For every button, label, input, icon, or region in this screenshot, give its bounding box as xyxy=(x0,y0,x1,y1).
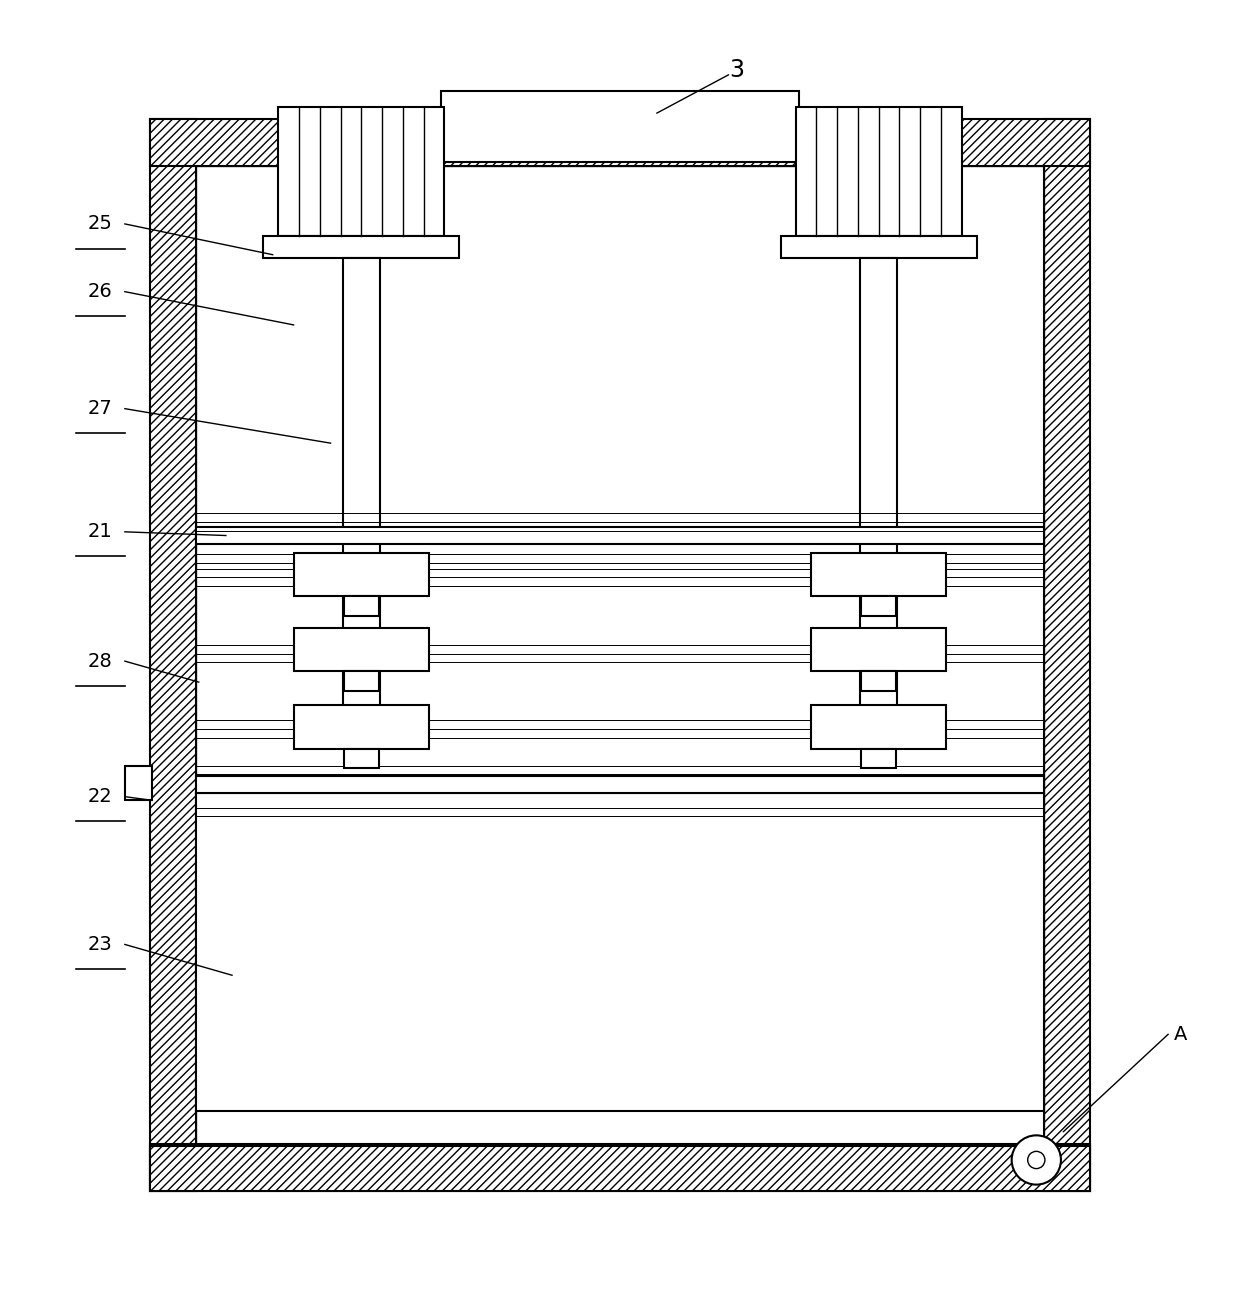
Bar xyxy=(294,706,429,748)
Text: 25: 25 xyxy=(88,215,113,233)
Bar xyxy=(861,258,897,710)
Bar xyxy=(196,793,1044,1111)
Text: 3: 3 xyxy=(729,58,744,83)
Bar xyxy=(811,706,946,748)
Bar xyxy=(862,671,895,690)
Bar xyxy=(150,1146,1090,1191)
Bar xyxy=(796,107,962,236)
Text: A: A xyxy=(1174,1024,1187,1044)
Bar xyxy=(278,107,444,236)
Bar xyxy=(125,766,153,800)
Bar xyxy=(1044,119,1090,1191)
Bar xyxy=(781,236,977,258)
Bar xyxy=(811,627,946,671)
Text: 27: 27 xyxy=(88,400,113,418)
Bar xyxy=(294,553,429,596)
Bar xyxy=(345,671,378,690)
Bar xyxy=(862,748,895,768)
Bar xyxy=(343,258,379,710)
Text: 22: 22 xyxy=(88,787,113,806)
Bar xyxy=(811,553,946,596)
Bar xyxy=(150,1144,1090,1191)
Bar xyxy=(345,596,378,616)
Bar xyxy=(345,748,378,768)
Bar xyxy=(263,236,459,258)
Text: 28: 28 xyxy=(88,651,113,671)
Text: 23: 23 xyxy=(88,935,113,954)
Circle shape xyxy=(1028,1151,1045,1169)
Bar xyxy=(150,119,1090,166)
Bar xyxy=(196,527,1044,544)
Bar xyxy=(196,776,1044,793)
Text: 26: 26 xyxy=(88,282,113,301)
Bar xyxy=(294,627,429,671)
Bar xyxy=(150,119,196,1191)
Bar xyxy=(862,596,895,616)
Bar xyxy=(441,90,799,162)
Circle shape xyxy=(1012,1136,1061,1184)
Text: 21: 21 xyxy=(88,523,113,541)
